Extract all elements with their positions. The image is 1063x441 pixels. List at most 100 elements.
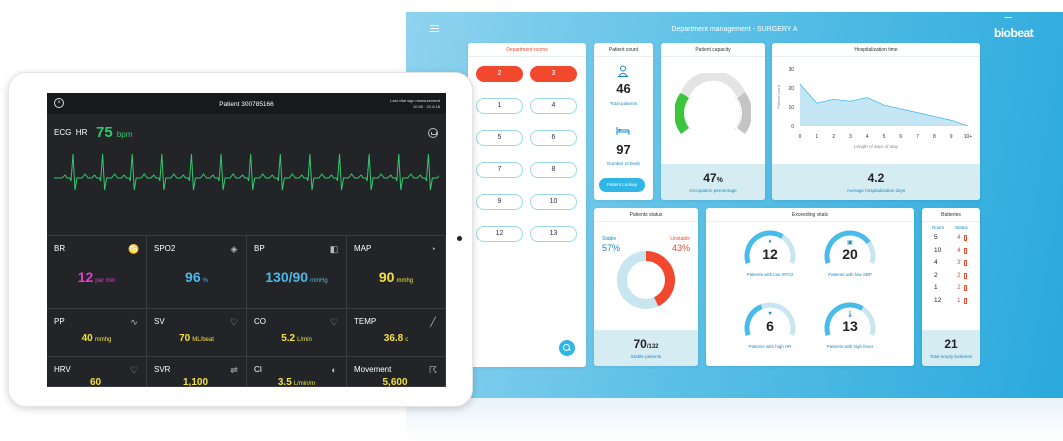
x-axis-label: Length of days of stay <box>854 144 899 149</box>
pulse-icon: ∿ <box>130 317 138 327</box>
tablet-device: × Patient 300785166 Last vital sign meas… <box>8 72 473 407</box>
vital-value: 60 <box>47 377 146 387</box>
room-button[interactable]: 2 <box>476 66 523 82</box>
vital-value: 3.5 L/min/m <box>247 377 346 387</box>
vital-cell[interactable]: CO ♡ 5.2 L/min <box>247 309 347 357</box>
y-tick-label: 0 <box>791 124 794 130</box>
empty-batteries-label: Total empty batteries <box>929 354 973 359</box>
x-tick-label: 4 <box>866 134 869 140</box>
divider <box>661 56 765 57</box>
last-measurement-time: 10:00 · 22.6.18 <box>413 103 440 109</box>
unstable-label: Unstable <box>670 236 690 242</box>
vital-name: PP <box>54 317 65 326</box>
hr-value: 75 bpm <box>96 124 132 141</box>
ecg-panel: ECG HR 75 bpm <box>47 114 446 236</box>
x-tick-label: 0 <box>799 134 802 140</box>
search-icon[interactable] <box>559 340 575 356</box>
stable-percent: 57% <box>602 243 621 253</box>
x-tick-label: 3 <box>849 134 852 140</box>
vital-cell[interactable]: PP ∿ 40 mmhg <box>47 309 147 357</box>
room-button[interactable]: 13 <box>530 226 577 242</box>
hospitalization-card: Hospitalization time 30 20 10 0 0 1 2 3 4 5 6 7 8 9 10… <box>772 43 980 200</box>
stable-label: Stable <box>602 236 617 242</box>
battery-icon <box>964 272 967 279</box>
department-rooms-title: Department rooms <box>506 47 548 53</box>
vital-value: 70 ML/beat <box>147 333 246 344</box>
vital-cell[interactable]: BP ◧ 130/90 mmHg <box>247 236 347 309</box>
vital-name: BP <box>254 244 265 253</box>
gauge-label: Patients with low SPO2 <box>746 272 794 277</box>
menu-icon[interactable] <box>430 25 439 32</box>
status-donut-chart <box>617 251 675 309</box>
batteries-col-room: Room <box>932 225 945 230</box>
drop-icon: ♦ <box>768 239 772 245</box>
exceeding-vitals-card: Exceeding vitals ♦ 12 Patients with low SP… <box>706 208 914 366</box>
vital-cell[interactable]: SV ♡ 70 ML/beat <box>147 309 247 357</box>
vital-cell[interactable]: TEMP ╱ 36.8 c <box>347 309 446 357</box>
battery-status: 1 <box>957 296 961 304</box>
gauge-value: 20 <box>842 246 858 262</box>
room-button[interactable]: 9 <box>476 194 523 210</box>
vital-cell[interactable]: Movement ☈ 5,600 <box>347 357 446 387</box>
vital-cell[interactable]: HRV ♡ 60 <box>47 357 147 387</box>
room-button[interactable]: 6 <box>530 130 577 146</box>
room-button[interactable]: 3 <box>530 66 577 82</box>
hospitalization-chart: 30 20 10 00 1 2 3 4 5 6 7 8 9 10+ Length of days of st… <box>776 67 973 149</box>
vital-cell[interactable]: BR ♋ 12 per min <box>47 236 147 309</box>
gauge-arc <box>824 302 876 336</box>
battery-status: 2 <box>957 271 961 279</box>
room-button[interactable]: 4 <box>530 98 577 114</box>
gauge-arc <box>824 230 876 264</box>
hr-number: 75 <box>96 124 113 141</box>
vital-cell[interactable]: SVR ⇌ 1,100 <box>147 357 247 387</box>
vital-cell[interactable]: SPO2 ◈ 96% <box>147 236 247 309</box>
vital-value: 36.8 c <box>347 333 445 344</box>
room-button[interactable]: 5 <box>476 130 523 146</box>
gauge-icon: ◔ <box>430 244 436 254</box>
vital-value: 90 mmhg <box>347 269 445 285</box>
patient-lookup-button[interactable]: Patient Lookup <box>599 178 645 192</box>
vital-unit: L/min <box>297 337 312 343</box>
vital-value: 130/90 mmHg <box>247 269 346 285</box>
y-axis-label: Patient count <box>776 84 781 108</box>
room-button[interactable]: 1 <box>476 98 523 114</box>
vital-unit: mmHg <box>310 278 328 284</box>
vital-value: 40 mmhg <box>47 333 146 344</box>
vital-number: 5,600 <box>382 377 408 387</box>
vital-value: 5.2 L/min <box>247 333 346 344</box>
room-button[interactable]: 12 <box>476 226 523 242</box>
patient-header: × Patient 300785166 Last vital sign meas… <box>47 93 446 114</box>
total-patients-value: 46 <box>616 81 631 96</box>
vital-name: TEMP <box>354 317 377 326</box>
vital-cell[interactable]: MAP ◔ 90 mmhg <box>347 236 446 309</box>
battery-icon <box>964 247 967 254</box>
running-icon: ☈ <box>428 365 438 375</box>
vital-gauge: ♦ 12 Patients with low SPO2 <box>738 226 802 290</box>
room-button[interactable]: 7 <box>476 162 523 178</box>
vital-name: SVR <box>154 365 171 374</box>
vital-number: 3.5 <box>277 377 292 387</box>
room-button[interactable]: 10 <box>530 194 577 210</box>
heart-pulse-icon: ♡ <box>329 317 339 327</box>
heart-icon: ♥ <box>768 311 772 317</box>
unstable-slice <box>645 251 675 307</box>
occupation-label: Occupation percentage <box>689 188 737 193</box>
capacity-footer: 47% Occupation percentage <box>661 164 765 200</box>
x-tick-label: 10+ <box>964 134 973 140</box>
patients-status-title: Patients status <box>629 212 663 218</box>
room-button[interactable]: 8 <box>530 162 577 178</box>
bp-icon: ▣ <box>847 240 853 246</box>
close-icon[interactable]: × <box>54 98 64 108</box>
beds-value: 97 <box>616 142 631 157</box>
ecg-settings-icon[interactable] <box>428 128 438 138</box>
vital-name: CO <box>254 317 266 326</box>
battery-row: 10 4 <box>922 247 980 257</box>
vital-name: SPO2 <box>154 244 176 253</box>
divider <box>594 56 653 57</box>
vital-number: 96 <box>185 269 201 285</box>
vital-cell[interactable]: CI ◐ 3.5 L/min/m <box>247 357 347 387</box>
ecg-label: ECG HR <box>54 128 87 137</box>
status-footer: 70/132 Stable patients <box>594 330 698 366</box>
lungs-icon: ♋ <box>128 244 140 254</box>
patient-capacity-card: Patient capacity 47% Occupation percenta… <box>661 43 765 200</box>
